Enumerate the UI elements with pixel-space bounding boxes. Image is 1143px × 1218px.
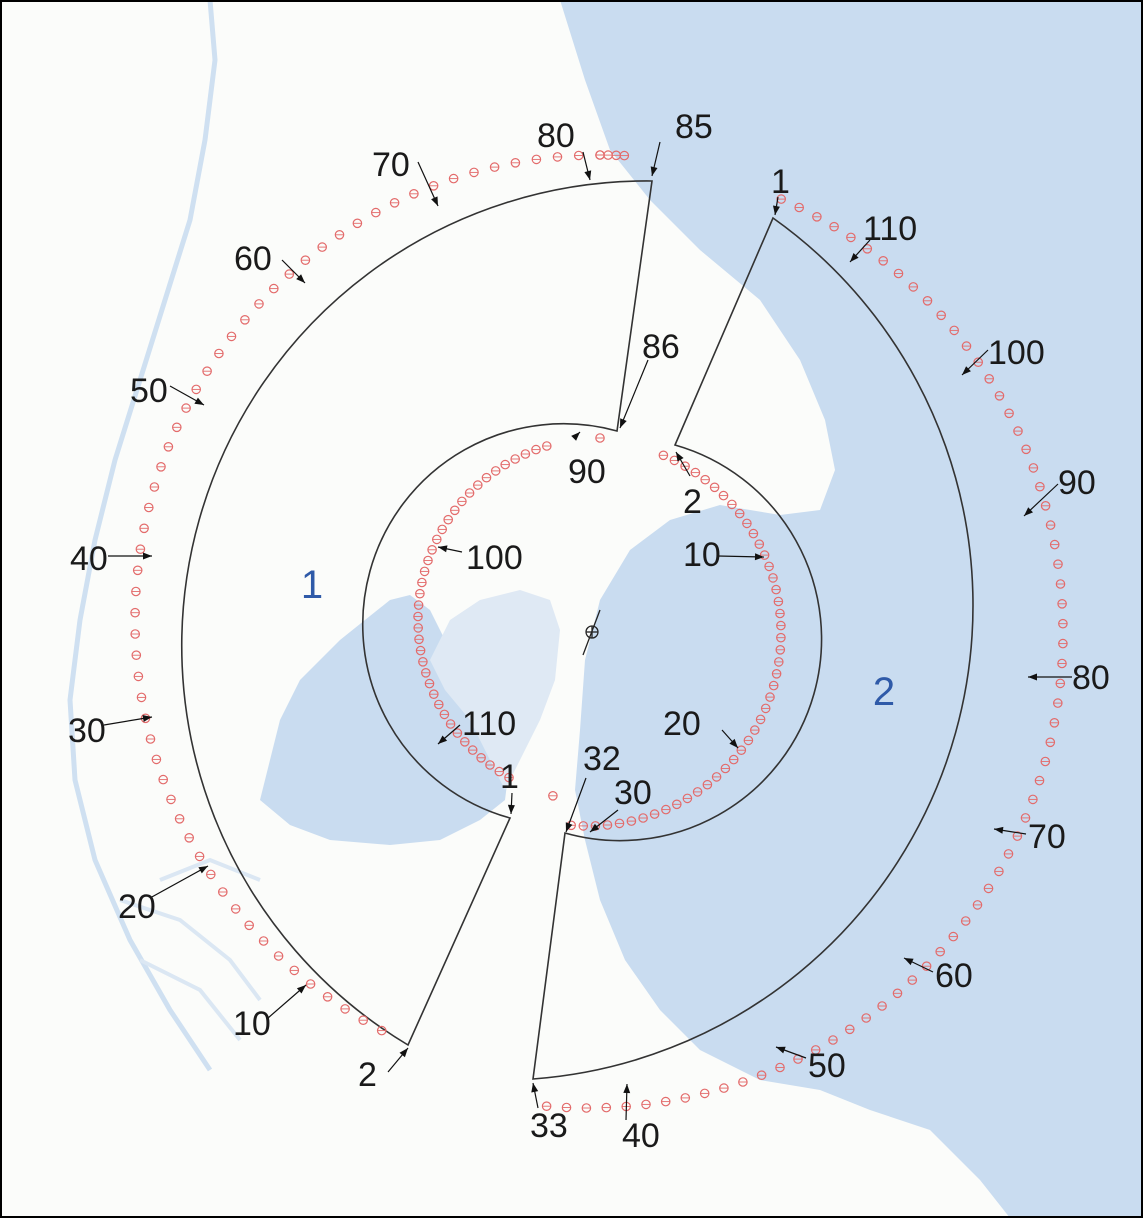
- array-1-label-90: 90: [568, 453, 606, 491]
- array-2-label-20: 20: [663, 705, 701, 743]
- callout-arrowhead: [850, 253, 859, 262]
- callout-arrowhead: [296, 274, 305, 283]
- callout-arrowhead: [1028, 673, 1037, 681]
- callout-arrowhead: [143, 552, 152, 560]
- callout-arrowhead: [296, 985, 306, 994]
- crosshair-icon: [582, 609, 601, 656]
- array-1-label-10: 10: [233, 1005, 271, 1043]
- callout-arrowhead: [773, 205, 780, 215]
- callout-arrowhead: [729, 738, 738, 748]
- callout-arrowhead: [438, 545, 448, 553]
- callout-arrowhead: [431, 196, 438, 206]
- callout-arrowhead: [590, 823, 600, 832]
- callout-arrowhead: [776, 1046, 786, 1054]
- callout-arrowhead: [754, 553, 764, 561]
- callout-arrowhead: [904, 958, 914, 966]
- array-1-label-100: 100: [466, 539, 523, 577]
- array-1-outer-labels: 10 20 30 40 50 60 70 80 85: [68, 108, 713, 1043]
- array-2-label-50: 50: [808, 1047, 846, 1085]
- array-2-label-110: 110: [863, 210, 917, 248]
- callout-arrowhead: [676, 452, 684, 462]
- array-2-label-100: 100: [988, 334, 1045, 372]
- callout-arrowhead: [399, 1048, 408, 1058]
- array-2-label-33: 33: [530, 1107, 568, 1145]
- region-2-label: 2: [873, 670, 895, 714]
- callout-arrow: [565, 777, 587, 833]
- array-2-label-70: 70: [1028, 818, 1066, 856]
- callout-arrowhead: [531, 1083, 539, 1093]
- array-1-label-86: 86: [642, 328, 680, 366]
- callout-arrowhead: [620, 418, 627, 428]
- array-2-label-1: 1: [771, 163, 790, 201]
- array-1-label-110: 110: [462, 705, 516, 743]
- callout-arrowhead: [962, 366, 971, 375]
- array-1-label-70: 70: [372, 146, 410, 184]
- callout-arrowhead: [571, 432, 580, 441]
- callout-arrowhead: [994, 826, 1004, 834]
- callout-arrows: [103, 141, 1072, 1121]
- array-2-inner-labels: 2 10 20 30 32: [583, 483, 721, 812]
- array-2-label-10: 10: [683, 536, 721, 574]
- delta-channels: [119, 857, 262, 1042]
- callout-arrowhead: [623, 1084, 631, 1094]
- region-1-label: 1: [301, 563, 323, 607]
- callout-arrowhead: [507, 804, 515, 814]
- array-1-label-30: 30: [68, 712, 106, 750]
- river-channel: [67, 0, 218, 1072]
- callout-arrowhead: [565, 822, 573, 832]
- sea-area: [560, 0, 1143, 1218]
- array-2-label-30: 30: [614, 774, 652, 812]
- array-1-inner-labels: 86 90 100 110 1 2: [358, 328, 680, 1094]
- array-2-outer-labels: 1 110 100 90 80 70 60 50 40 33: [530, 163, 1110, 1155]
- array-2-label-40: 40: [622, 1117, 660, 1155]
- array-1-label-2: 2: [358, 1056, 377, 1094]
- inner-channel-area: [430, 590, 560, 790]
- receiver-markers: [130, 150, 1068, 1113]
- array-tracks: [180, 180, 974, 1080]
- callout-arrowhead: [438, 735, 448, 744]
- callout-arrowhead: [1024, 507, 1033, 516]
- array-2-label-60: 60: [935, 957, 973, 995]
- array-1-label-40: 40: [70, 540, 108, 578]
- array-1-label-60: 60: [234, 240, 272, 278]
- callout-arrowhead: [650, 166, 658, 176]
- array-1-label-50: 50: [130, 372, 168, 410]
- callout-arrowhead: [142, 715, 152, 722]
- array-1-label-85: 85: [675, 108, 713, 146]
- array-1-label-20: 20: [118, 888, 156, 926]
- array-2-track: [532, 216, 974, 1080]
- callout-arrow: [149, 865, 209, 899]
- array-2-label-90: 90: [1058, 464, 1096, 502]
- array-1-label-80: 80: [537, 117, 575, 155]
- callout-arrowhead: [198, 866, 208, 874]
- array-2-label-2: 2: [683, 483, 702, 521]
- array-2-label-80: 80: [1072, 659, 1110, 697]
- array-1-label-1: 1: [500, 758, 519, 796]
- callout-arrowhead: [584, 170, 592, 180]
- array-2-label-32: 32: [583, 740, 621, 778]
- array-1-track: [180, 180, 653, 1047]
- callout-arrow: [619, 359, 649, 429]
- callout-arrowhead: [194, 397, 204, 405]
